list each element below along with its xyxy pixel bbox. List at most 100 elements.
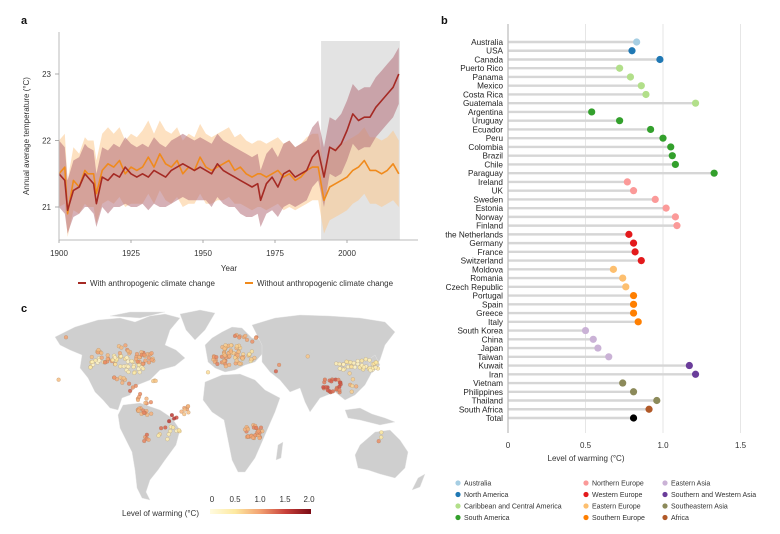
y-axis-title: Annual average temperature (°C) bbox=[22, 77, 31, 195]
country-label: Portugal bbox=[473, 292, 504, 301]
country-label: Iran bbox=[489, 370, 504, 379]
legend-label: Southern and Western Asia bbox=[671, 492, 756, 499]
lollipop-dot bbox=[605, 353, 613, 361]
station-dot bbox=[128, 388, 133, 393]
station-dot bbox=[248, 358, 253, 364]
colorbar-tick-label: 1.5 bbox=[279, 495, 291, 504]
station-dot bbox=[130, 385, 135, 390]
station-dot bbox=[135, 396, 140, 401]
lollipop-dot bbox=[667, 143, 675, 151]
station-dot bbox=[241, 355, 246, 360]
station-dot bbox=[139, 365, 144, 370]
station-dot bbox=[124, 355, 129, 360]
colorbar-tick-label: 0 bbox=[210, 495, 215, 504]
station-dot bbox=[222, 350, 227, 356]
landmass-canadian-arctic bbox=[109, 311, 166, 319]
station-dot bbox=[256, 429, 261, 434]
y-tick-label: 21 bbox=[42, 203, 51, 212]
station-dot bbox=[341, 367, 346, 372]
station-dot bbox=[244, 434, 250, 440]
station-dot bbox=[182, 407, 187, 412]
station-dot bbox=[219, 354, 224, 359]
station-dot bbox=[222, 347, 228, 352]
station-dot bbox=[137, 355, 143, 360]
colorbar-label: Level of warming (°C) bbox=[122, 509, 199, 518]
country-label: Colombia bbox=[468, 143, 503, 152]
station-dot bbox=[253, 433, 258, 438]
station-dot bbox=[244, 425, 249, 430]
station-dot bbox=[219, 360, 224, 365]
country-label: Thailand bbox=[472, 397, 504, 406]
station-dot bbox=[135, 397, 141, 403]
station-dot bbox=[341, 362, 346, 367]
x-tick-label: 0.5 bbox=[580, 441, 592, 450]
station-dot bbox=[245, 426, 250, 431]
x-tick-label: 1925 bbox=[122, 249, 140, 258]
legend-label: Eastern Asia bbox=[671, 481, 710, 488]
station-dot bbox=[359, 358, 364, 363]
station-dot bbox=[128, 349, 133, 355]
station-dot bbox=[101, 360, 106, 365]
station-dot bbox=[255, 430, 260, 435]
landmass-africa bbox=[202, 373, 281, 473]
station-dot bbox=[118, 354, 123, 360]
station-dot bbox=[138, 391, 143, 397]
landmass-japan bbox=[367, 354, 381, 374]
station-dot bbox=[363, 364, 369, 369]
station-dot bbox=[124, 363, 129, 369]
panel-c-label: c bbox=[21, 303, 28, 315]
station-dot bbox=[245, 427, 251, 432]
station-dot bbox=[116, 344, 121, 349]
station-dot bbox=[152, 378, 157, 383]
station-dot bbox=[215, 361, 220, 367]
station-dot bbox=[102, 360, 107, 365]
station-dot bbox=[142, 353, 147, 359]
legend-swatch bbox=[662, 503, 668, 509]
station-dot bbox=[223, 358, 228, 363]
station-dot bbox=[334, 361, 339, 366]
station-dot bbox=[126, 364, 131, 369]
x-tick-label: 2000 bbox=[338, 249, 356, 258]
station-dot bbox=[352, 365, 357, 370]
station-dot bbox=[90, 362, 96, 367]
x-tick-label: 1975 bbox=[266, 249, 284, 258]
station-dot bbox=[151, 379, 156, 384]
station-dot bbox=[222, 352, 227, 357]
station-dot bbox=[214, 355, 219, 360]
station-dot bbox=[169, 413, 174, 418]
station-dot bbox=[321, 385, 326, 390]
landmass-europe bbox=[204, 326, 265, 373]
station-dot bbox=[361, 365, 366, 370]
station-dot bbox=[136, 408, 141, 413]
landmass-new-zealand bbox=[411, 473, 426, 491]
station-dot bbox=[105, 356, 110, 362]
lollipop-dot bbox=[622, 283, 630, 291]
station-dot bbox=[141, 350, 146, 355]
station-dot bbox=[105, 359, 110, 364]
legend-label: Africa bbox=[671, 515, 689, 522]
x-tick-label: 1950 bbox=[194, 249, 212, 258]
station-dot bbox=[363, 357, 368, 362]
station-dot bbox=[111, 375, 117, 380]
station-dot bbox=[127, 351, 132, 356]
station-dot bbox=[235, 355, 240, 360]
station-dot bbox=[350, 377, 355, 382]
station-dot bbox=[142, 438, 147, 444]
lollipop-dot bbox=[662, 204, 670, 212]
country-label: Costa Rica bbox=[463, 90, 503, 99]
country-label: Sweden bbox=[473, 195, 503, 204]
lollipop-dot bbox=[589, 335, 597, 343]
lollipop-dot bbox=[634, 318, 642, 326]
station-dot bbox=[329, 379, 334, 384]
x-tick-label: 1.5 bbox=[735, 441, 747, 450]
station-dot bbox=[144, 409, 149, 414]
station-dot bbox=[376, 439, 381, 444]
station-dot bbox=[333, 377, 338, 382]
panel-b-label: b bbox=[441, 15, 448, 27]
station-dot bbox=[134, 359, 140, 364]
station-dot bbox=[97, 349, 103, 354]
country-label: Australia bbox=[471, 38, 503, 47]
station-dot bbox=[220, 345, 225, 350]
station-dot bbox=[359, 363, 364, 368]
country-label: Argentina bbox=[468, 108, 503, 117]
